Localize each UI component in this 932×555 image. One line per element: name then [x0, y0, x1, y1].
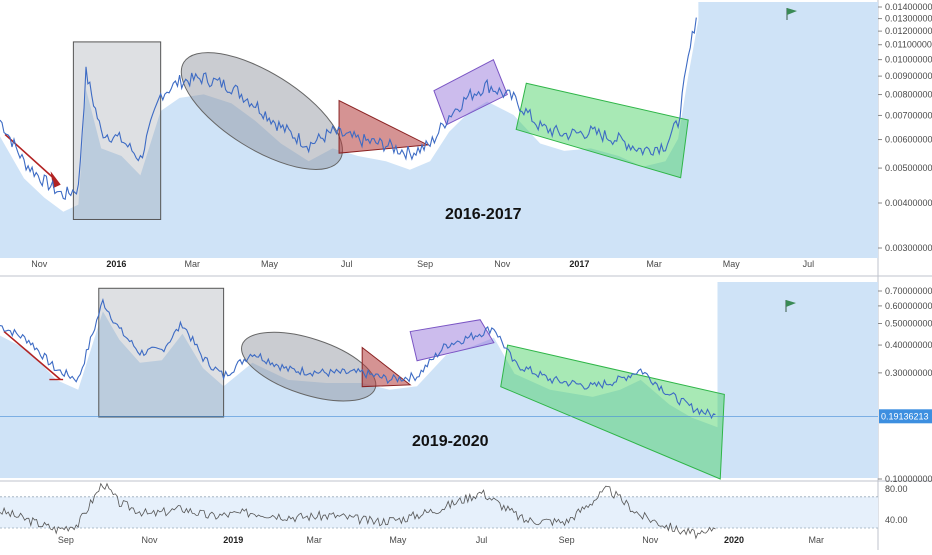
pattern-channel-green — [515, 82, 689, 179]
y-tick-label: 0.50000000 — [885, 319, 932, 329]
y-tick-label: 0.00300000 — [885, 243, 932, 253]
y-tick-label: 0.70000000 — [885, 286, 932, 296]
y-tick-label: 0.10000000 — [885, 474, 932, 484]
flag-icon — [787, 8, 797, 15]
area-fill — [0, 282, 878, 478]
x-tick-label: 2020 — [724, 535, 744, 545]
oscillator-y-tick-label: 40.00 — [885, 515, 908, 525]
oscillator-y-tick-label: 80.00 — [885, 484, 908, 494]
y-tick-label: 0.00700000 — [885, 110, 932, 120]
pattern-ellipse — [180, 52, 343, 170]
y-tick-label: 0.01100000 — [885, 40, 932, 50]
x-tick-label: Sep — [559, 535, 575, 545]
price-series-line — [0, 17, 697, 200]
x-tick-label: Mar — [809, 535, 825, 545]
y-tick-label: 0.40000000 — [885, 340, 932, 350]
x-tick-label: Jul — [341, 259, 353, 269]
price-series-line — [0, 298, 716, 420]
period-label-bottom: 2019-2020 — [412, 433, 489, 450]
last-price-badge — [879, 409, 932, 424]
pattern-channel-green — [500, 344, 725, 480]
x-tick-label: Sep — [58, 535, 74, 545]
pattern-triangle — [338, 99, 430, 154]
trend-arrow-head — [50, 171, 61, 189]
x-tick-label: 2016 — [106, 259, 126, 269]
x-tick-label: Jul — [476, 535, 488, 545]
x-tick-label: May — [261, 259, 279, 269]
x-tick-label: 2019 — [223, 535, 243, 545]
bottom-price-panel: 0.70000000 0.60000000 0.50000000 0.40000000… — [0, 282, 932, 545]
period-label-top: 2016-2017 — [445, 206, 522, 223]
flag-icon — [786, 300, 796, 307]
pattern-ellipse — [241, 331, 377, 402]
price-axis-bg — [878, 0, 932, 550]
pattern-rectangle — [72, 41, 162, 220]
area-fill — [0, 2, 878, 258]
y-tick-label: 0.01000000 — [885, 55, 932, 65]
y-tick-label: 0.01300000 — [885, 14, 932, 24]
x-tick-label: May — [389, 535, 407, 545]
y-tick-label: 0.00500000 — [885, 163, 932, 173]
y-tick-label: 0.60000000 — [885, 301, 932, 311]
y-tick-label: 0.00400000 — [885, 198, 932, 208]
oscillator-series-line — [0, 482, 716, 540]
last-price-label: 0.19136213 — [881, 411, 929, 421]
y-tick-label: 0.01400000 — [885, 2, 932, 12]
trend-arrow-line — [3, 330, 61, 381]
x-tick-label: Nov — [31, 259, 48, 269]
y-tick-label: 0.00600000 — [885, 135, 932, 145]
x-tick-label: Nov — [642, 535, 659, 545]
x-tick-label: Jul — [803, 259, 815, 269]
y-tick-label: 0.00800000 — [885, 90, 932, 100]
y-tick-label: 0.00900000 — [885, 71, 932, 81]
y-tick-label: 0.01200000 — [885, 26, 932, 36]
oscillator-band — [0, 496, 878, 528]
x-tick-label: May — [723, 259, 741, 269]
x-tick-label: Sep — [417, 259, 433, 269]
x-tick-label: 2017 — [569, 259, 589, 269]
x-tick-label: Nov — [142, 535, 159, 545]
x-tick-label: Mar — [306, 535, 322, 545]
pattern-channel-purple — [409, 319, 495, 362]
x-tick-label: Nov — [494, 259, 511, 269]
y-tick-label: 0.30000000 — [885, 368, 932, 378]
x-tick-label: Mar — [646, 259, 662, 269]
x-tick-label: Mar — [185, 259, 201, 269]
top-price-panel: 0.01400000 0.01300000 0.01200000 0.01100000… — [0, 2, 932, 269]
pattern-rectangle — [98, 287, 225, 418]
oscillator-panel: 80.00 40.00 — [0, 482, 908, 540]
